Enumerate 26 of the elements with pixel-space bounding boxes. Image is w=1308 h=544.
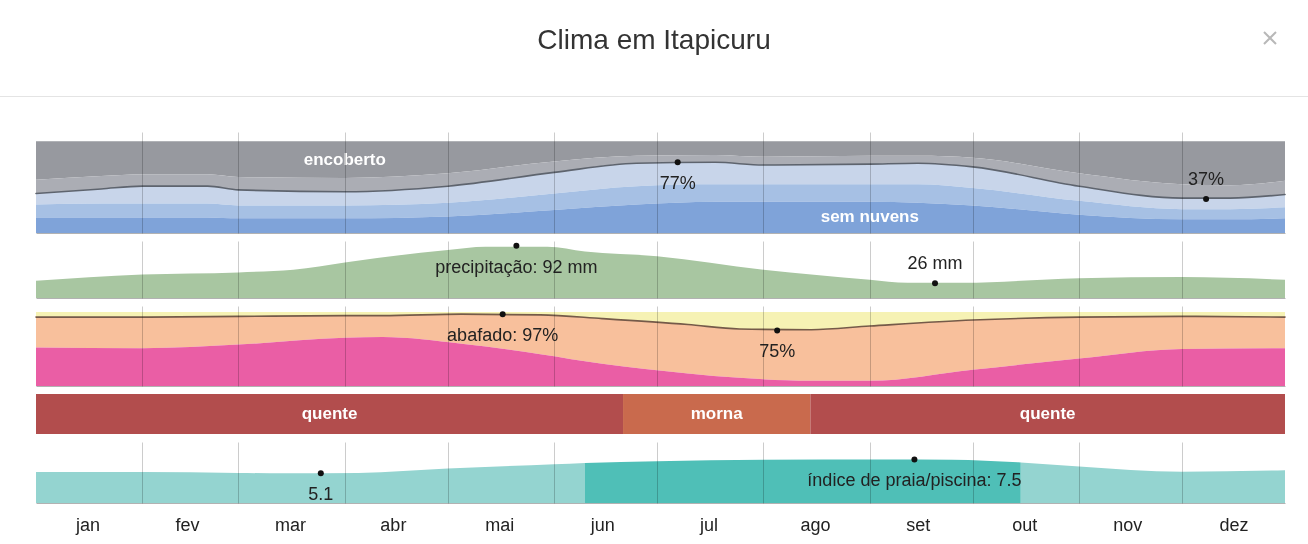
x-tick-label: out xyxy=(1012,514,1038,535)
x-tick-label: nov xyxy=(1113,514,1143,535)
annotation: 26 mm xyxy=(907,253,963,274)
x-tick-label: mar xyxy=(274,514,306,535)
x-tick-label: set xyxy=(906,514,931,535)
annotation: 77% xyxy=(659,173,696,194)
x-tick-label: fev xyxy=(175,514,200,535)
series-label: encoberto xyxy=(303,149,386,169)
x-tick-label: dez xyxy=(1219,514,1249,535)
annotation: 5.1 xyxy=(308,484,334,505)
annotation: índice de praia/piscina: 7.5 xyxy=(807,470,1022,491)
annotation: precipitação: 92 mm xyxy=(435,256,598,277)
annotation: 37% xyxy=(1188,169,1225,190)
chart-title: Clima em Itapicuru xyxy=(536,23,772,57)
series-label: quente xyxy=(301,404,358,423)
x-tick-label: jan xyxy=(74,514,100,535)
annotation: 75% xyxy=(759,341,796,362)
series-label: quente xyxy=(1019,404,1076,423)
series-label: sem nuvens xyxy=(820,207,919,227)
x-tick-label: jul xyxy=(699,514,719,535)
series-label: morna xyxy=(690,404,744,423)
annotation: abafado: 97% xyxy=(447,325,559,346)
x-tick-label: ago xyxy=(800,514,831,535)
x-tick-label: jun xyxy=(589,514,615,535)
x-tick-label: mai xyxy=(485,514,515,535)
x-tick-label: abr xyxy=(380,514,407,535)
